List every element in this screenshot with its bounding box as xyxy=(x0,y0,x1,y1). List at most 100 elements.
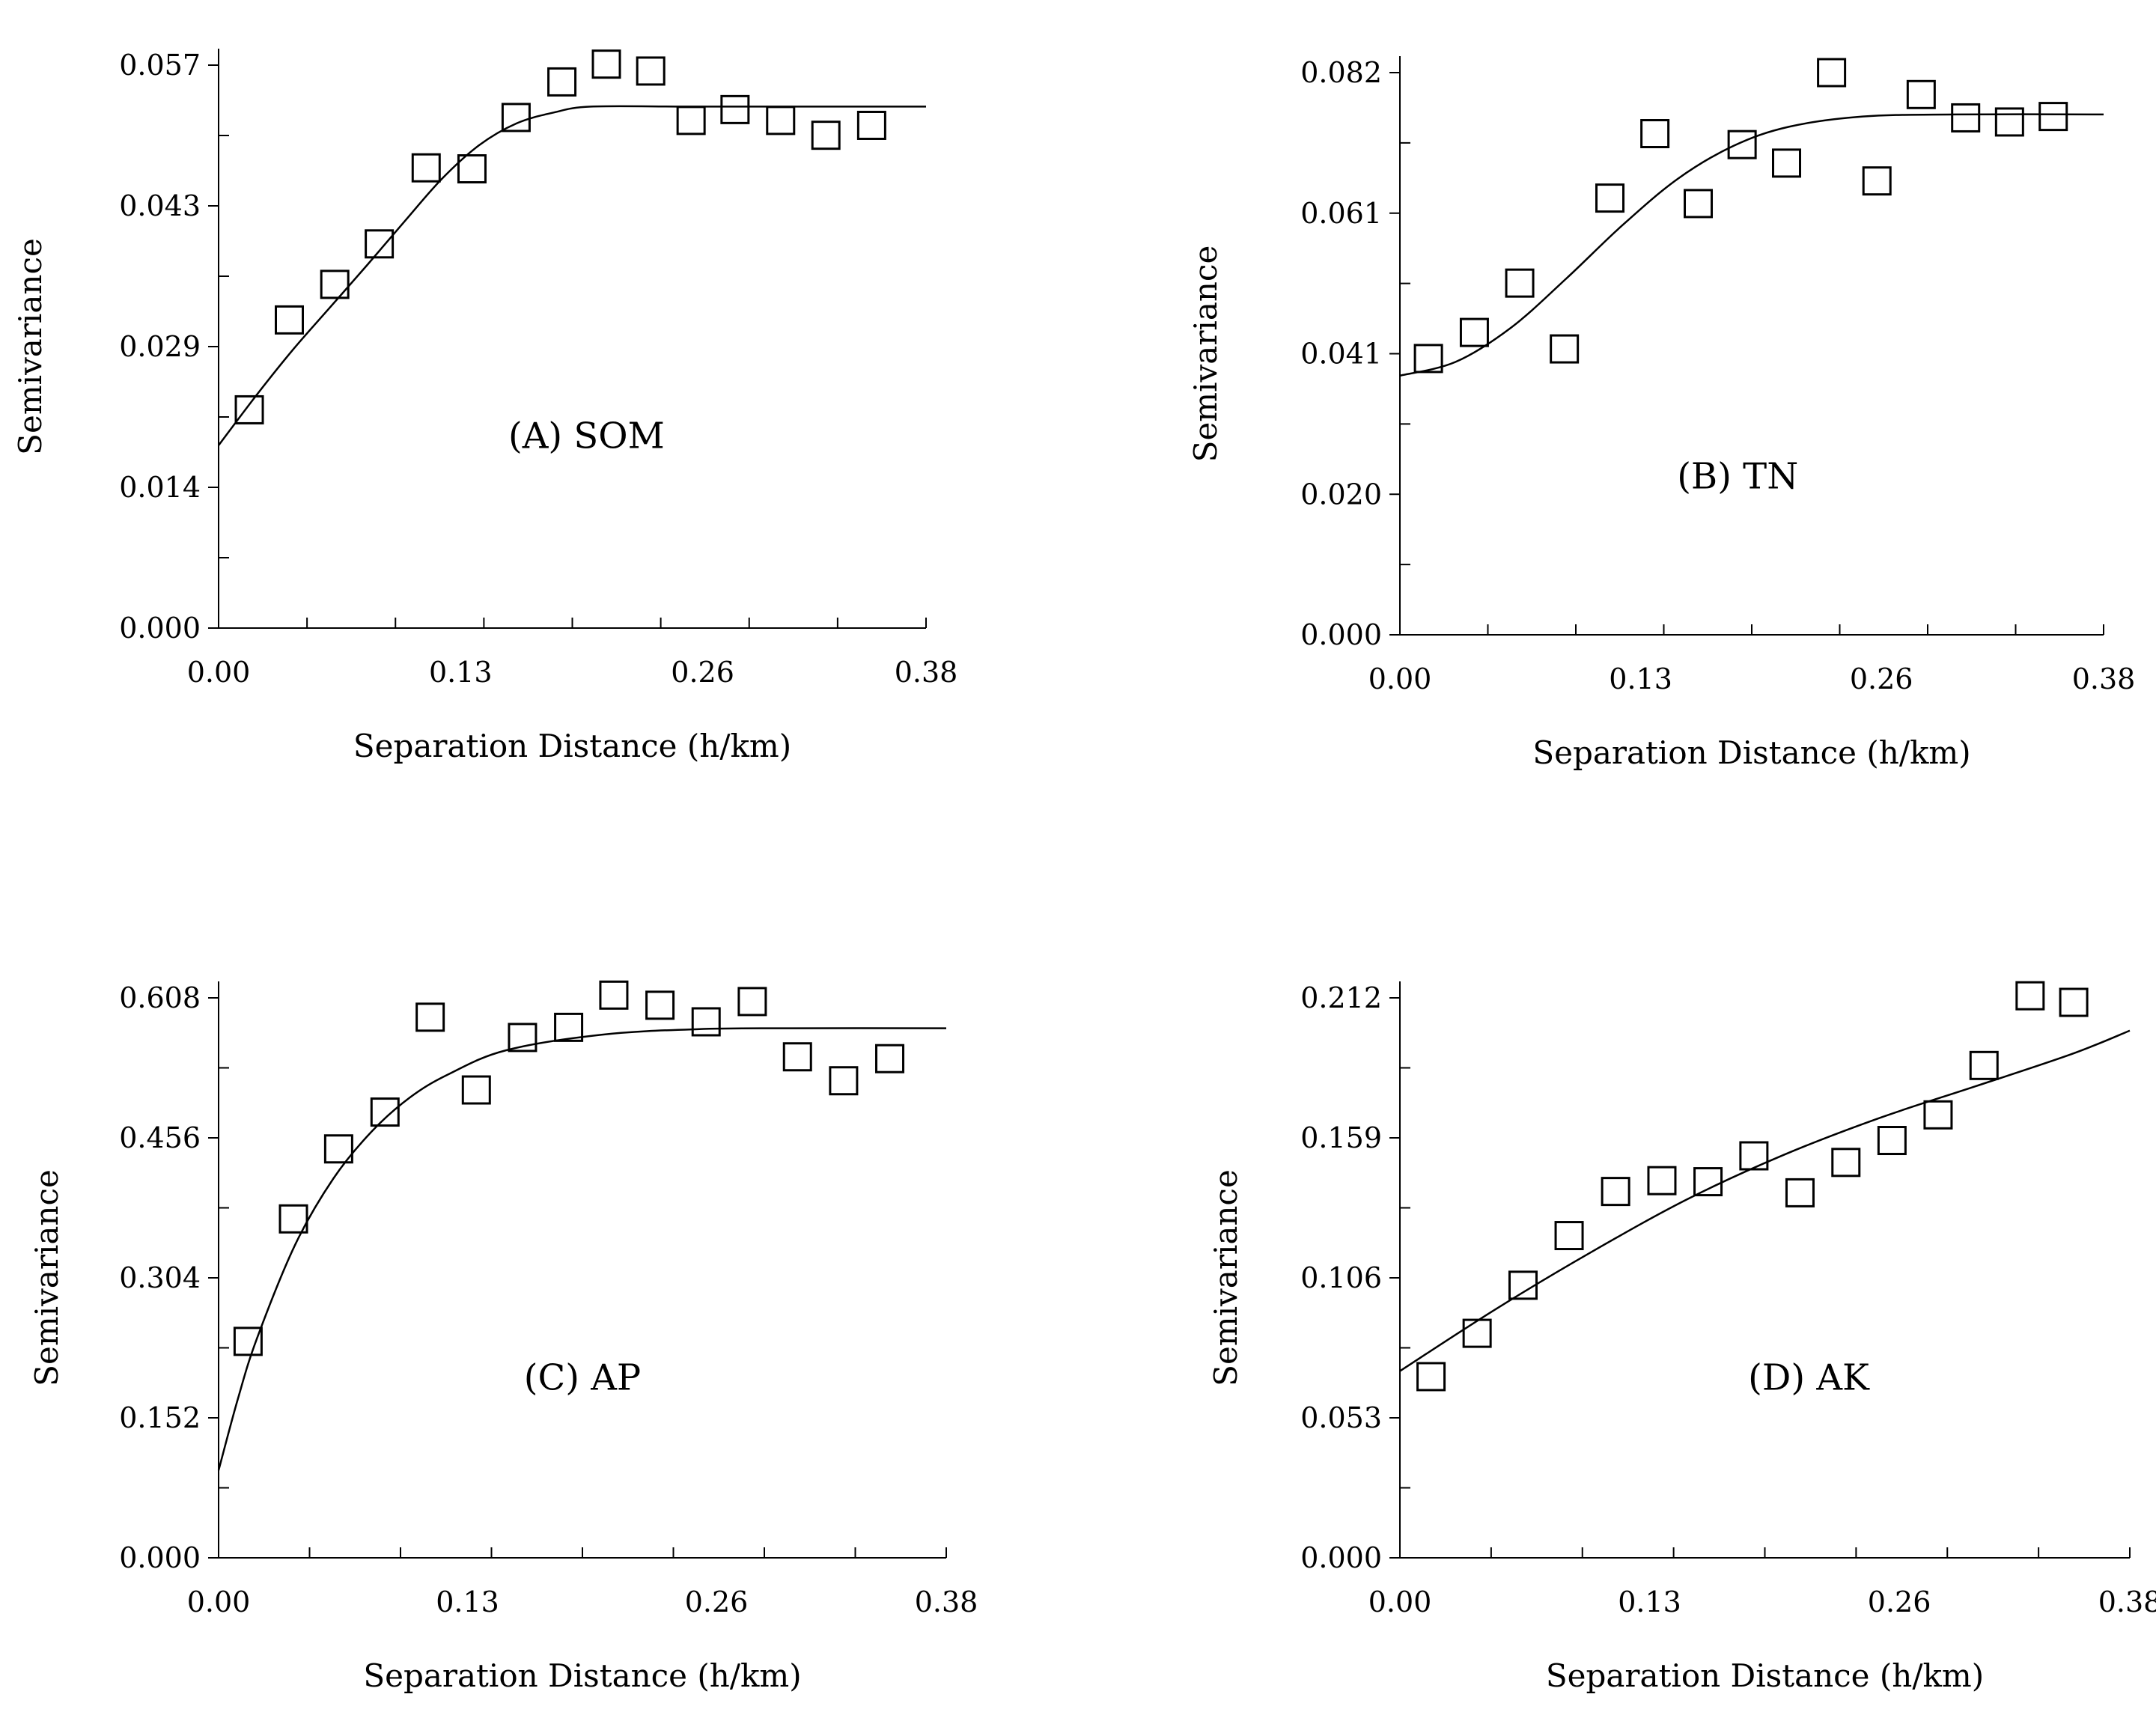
x-tick-label: 0.13 xyxy=(436,1586,499,1618)
data-point xyxy=(1862,166,1892,196)
model-curve xyxy=(1399,113,2104,377)
x-tick-label: 0.38 xyxy=(895,656,958,689)
data-point xyxy=(1508,1270,1538,1300)
x-tick-label: 0.26 xyxy=(671,656,734,689)
data-point xyxy=(415,1002,445,1032)
data-point xyxy=(1462,1318,1492,1348)
data-point xyxy=(278,1204,308,1234)
chart-panel-c: 0.000 0.152 0.304 0.456 0.608 0.00 0.13 0.26 0.3… xyxy=(28,980,978,1694)
data-point xyxy=(1684,189,1714,219)
y-tick-label: 0.020 xyxy=(1300,478,1382,511)
y-tick-label: 0.000 xyxy=(119,1541,201,1574)
data-point xyxy=(599,980,629,1010)
y-axis-title: Semivariance xyxy=(28,1169,65,1386)
x-axis-title: Separation Distance (h/km) xyxy=(1546,1657,1984,1694)
chart-panel-a: 0.000 0.014 0.029 0.043 0.057 0.00 0.13 0.26 0.3… xyxy=(12,49,957,764)
x-axis-title: Separation Distance (h/km) xyxy=(363,1657,801,1694)
data-point xyxy=(547,67,577,97)
panel-title: (D) AK xyxy=(1748,1357,1870,1399)
data-point xyxy=(1906,79,1936,109)
x-tick-label: 0.38 xyxy=(2072,662,2136,695)
data-point xyxy=(508,1023,538,1053)
y-tick-label: 0.082 xyxy=(1300,56,1382,89)
y-tick-label: 0.000 xyxy=(1300,1541,1382,1574)
data-point xyxy=(1994,107,2024,137)
x-tick-label: 0.00 xyxy=(1368,662,1432,695)
y-axis-title: Semivariance xyxy=(1187,246,1224,463)
data-point xyxy=(691,1007,721,1037)
data-point xyxy=(1413,344,1443,374)
x-tick-label: 0.26 xyxy=(1850,662,1913,695)
data-point xyxy=(275,305,304,335)
data-point xyxy=(233,1326,263,1356)
model-curve xyxy=(217,1027,947,1471)
data-point xyxy=(1601,1177,1630,1207)
x-tick-label: 0.38 xyxy=(2098,1586,2156,1618)
x-tick-label: 0.13 xyxy=(1609,662,1672,695)
data-point xyxy=(1550,334,1580,364)
x-tick-label: 0.26 xyxy=(685,1586,749,1618)
data-point xyxy=(782,1042,812,1072)
x-tick-label: 0.13 xyxy=(1618,1586,1681,1618)
x-axis-title: Separation Distance (h/km) xyxy=(353,728,791,764)
data-point xyxy=(1505,268,1535,298)
data-point xyxy=(1693,1167,1723,1197)
data-point xyxy=(720,94,750,124)
data-point xyxy=(856,110,886,140)
data-point xyxy=(1951,103,1981,132)
y-tick-label: 0.029 xyxy=(119,330,201,363)
y-tick-label: 0.152 xyxy=(119,1401,201,1434)
data-point xyxy=(1877,1126,1907,1156)
data-point xyxy=(365,229,395,259)
data-point xyxy=(2015,981,2045,1011)
data-point xyxy=(1739,1141,1769,1171)
y-tick-label: 0.041 xyxy=(1300,338,1382,371)
data-point xyxy=(2038,102,2068,132)
data-point xyxy=(461,1075,491,1105)
data-point xyxy=(457,154,487,184)
y-tick-label: 0.304 xyxy=(119,1261,201,1294)
data-point xyxy=(1554,1221,1584,1251)
data-point xyxy=(636,56,666,86)
model-curve xyxy=(1399,1029,2131,1372)
data-point xyxy=(1772,148,1802,178)
data-point xyxy=(875,1044,905,1073)
data-point xyxy=(1831,1148,1861,1178)
y-tick-label: 0.057 xyxy=(119,49,201,82)
data-point xyxy=(554,1012,584,1042)
y-tick-label: 0.061 xyxy=(1300,197,1382,230)
panel-title: (B) TN xyxy=(1677,456,1798,498)
y-tick-label: 0.456 xyxy=(119,1121,201,1154)
data-point xyxy=(811,121,841,150)
y-axis-title: Semivariance xyxy=(12,238,49,455)
data-point xyxy=(1817,58,1847,88)
data-point xyxy=(370,1097,400,1127)
data-point xyxy=(1923,1100,1953,1130)
data-point xyxy=(829,1066,859,1096)
data-point xyxy=(320,269,350,299)
data-point xyxy=(645,990,675,1020)
data-point xyxy=(676,106,706,135)
y-tick-label: 0.212 xyxy=(1300,981,1382,1014)
data-point xyxy=(2059,987,2089,1017)
x-tick-label: 0.00 xyxy=(1368,1586,1432,1618)
chart-panel-d: 0.000 0.053 0.106 0.159 0.212 0.00 0.13 0.26 0.3… xyxy=(1208,981,2156,1694)
x-axis-title: Separation Distance (h/km) xyxy=(1532,734,1970,771)
data-point xyxy=(411,153,441,183)
y-tick-label: 0.000 xyxy=(119,612,201,645)
y-tick-label: 0.043 xyxy=(119,189,201,222)
data-point xyxy=(1727,130,1757,159)
y-tick-label: 0.000 xyxy=(1300,618,1382,651)
y-tick-label: 0.014 xyxy=(119,471,201,504)
x-tick-label: 0.38 xyxy=(915,1586,978,1618)
x-tick-label: 0.13 xyxy=(429,656,493,689)
x-tick-label: 0.00 xyxy=(187,1586,251,1618)
data-point xyxy=(1647,1166,1677,1195)
y-tick-label: 0.608 xyxy=(119,981,201,1014)
x-tick-label: 0.26 xyxy=(1868,1586,1931,1618)
data-point xyxy=(234,395,264,424)
data-point xyxy=(1969,1050,1999,1080)
data-point xyxy=(1416,1362,1446,1392)
data-point xyxy=(1640,119,1670,149)
